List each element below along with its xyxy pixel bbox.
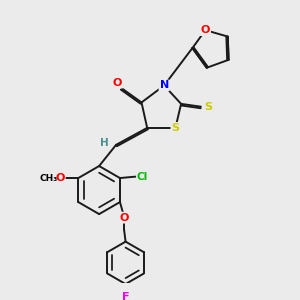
Text: O: O <box>113 78 122 88</box>
Text: N: N <box>160 80 169 91</box>
Text: CH₃: CH₃ <box>40 174 58 183</box>
Text: H: H <box>100 138 109 148</box>
Text: S: S <box>204 102 212 112</box>
Text: Cl: Cl <box>137 172 148 182</box>
Text: O: O <box>55 173 64 183</box>
Text: O: O <box>201 25 210 35</box>
Text: F: F <box>122 292 129 300</box>
Text: S: S <box>171 123 179 133</box>
Text: O: O <box>119 213 129 223</box>
